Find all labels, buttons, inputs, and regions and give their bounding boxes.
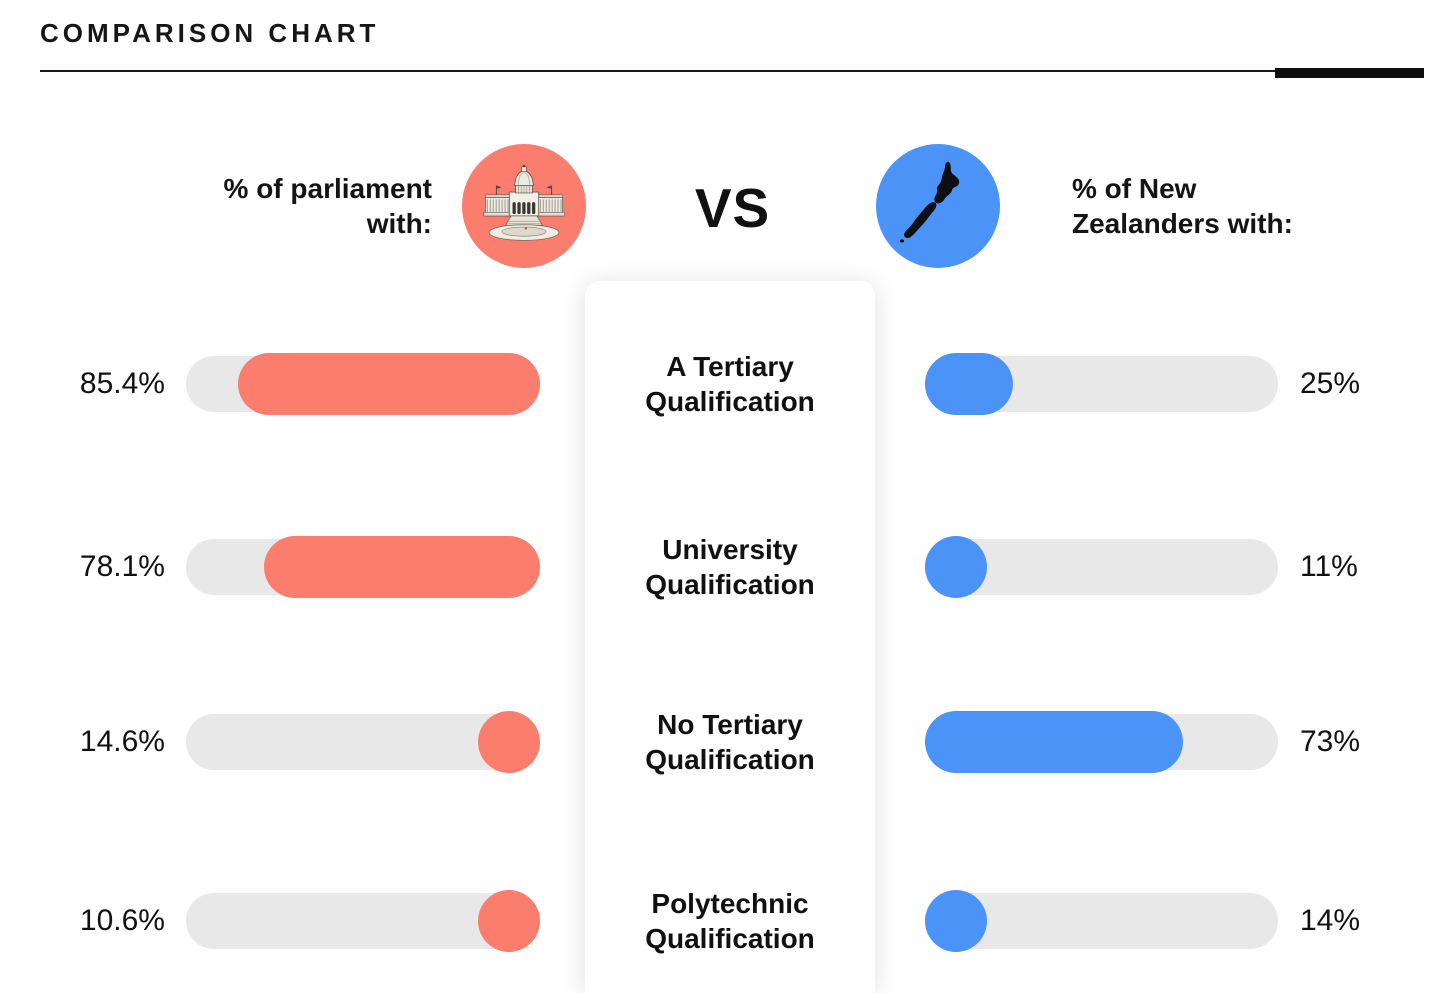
title-underline [40,70,1424,72]
nz-legend-line1: % of New [1072,173,1197,204]
parliament-value-label: 78.1% [79,550,165,583]
category-label: University Qualification [585,532,875,602]
parliament-bar-fill [237,353,540,415]
parliament-bar-fill [478,711,540,773]
nz-bar-fill [925,711,1183,773]
nz-bar-track [925,890,1278,952]
nz-value-label: 73% [1300,725,1361,758]
nz-value-label: 11% [1300,550,1358,583]
parliament-bar-track [186,536,540,598]
category-line: A Tertiary [666,351,794,382]
title-accent-bar [1275,68,1424,78]
category-line: Qualification [645,744,815,775]
category-label: Polytechnic Qualification [585,886,875,956]
nz-bar-track [925,536,1278,598]
nz-bar-track [925,711,1278,773]
category-label: No Tertiary Qualification [585,707,875,777]
nz-bar-fill [925,353,1014,415]
nz-bar-track [925,353,1278,415]
parliament-value-label: 85.4% [79,367,165,400]
nz-legend-label: % of New Zealanders with: [1072,171,1402,241]
category-line: Qualification [645,923,815,954]
parliament-bar-fill [478,890,540,952]
comparison-row: 10.6% Polytechnic Qualification 14% [0,888,1456,954]
comparison-row: 78.1% University Qualification 11% [0,534,1456,600]
nz-legend-line2: Zealanders with: [1072,208,1293,239]
parliament-legend-label: % of parliament with: [140,171,432,241]
vs-label: VS [694,177,771,239]
parliament-building-icon [478,164,570,249]
parliament-bar-track [186,353,540,415]
nz-value-label: 14% [1300,904,1361,937]
category-line: Qualification [645,569,815,600]
category-label: A Tertiary Qualification [585,349,875,419]
parliament-bar-track [186,711,540,773]
nz-bar-fill [925,536,987,598]
nz-bar-fill [925,890,987,952]
parliament-legend-line1: % of parliament [223,173,432,204]
comparison-row: 85.4% A Tertiary Qualification 25% [0,351,1456,417]
new-zealand-map-icon [894,155,982,258]
category-line: Polytechnic [651,888,809,919]
parliament-bar-track [186,890,540,952]
parliament-badge [462,144,586,268]
parliament-value-label: 14.6% [79,725,165,758]
nz-badge [876,144,1000,268]
category-line: University [662,534,798,565]
category-line: Qualification [645,386,815,417]
parliament-value-label: 10.6% [79,904,165,937]
comparison-row: 14.6% No Tertiary Qualification 73% [0,709,1456,775]
category-panel [585,281,875,993]
page-title: COMPARISON CHART [40,18,380,48]
nz-value-label: 25% [1300,367,1361,400]
category-line: No Tertiary [657,709,803,740]
parliament-bar-fill [263,536,540,598]
parliament-legend-line2: with: [366,208,432,239]
